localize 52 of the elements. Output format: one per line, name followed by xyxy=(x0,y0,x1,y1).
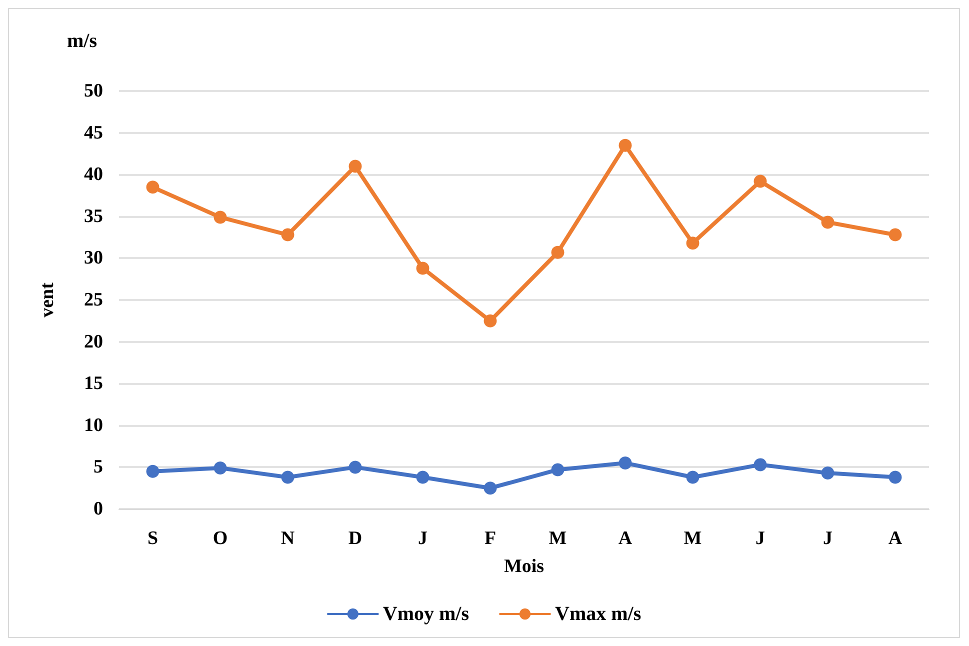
x-tick-label: O xyxy=(212,528,228,549)
point xyxy=(888,470,902,484)
x-axis-title: Mois xyxy=(504,556,544,577)
point xyxy=(484,314,497,328)
point xyxy=(888,228,902,242)
point xyxy=(821,466,834,480)
x-tick-label: F xyxy=(484,528,496,549)
point xyxy=(484,482,497,495)
y-tick-label: 0 xyxy=(94,498,103,520)
legend-label: Vmax m/s xyxy=(555,603,642,625)
point xyxy=(146,180,160,194)
x-tick-label: A xyxy=(618,528,632,549)
point xyxy=(416,262,430,275)
x-tick-label: J xyxy=(823,528,832,549)
point xyxy=(146,464,160,478)
point xyxy=(214,210,227,224)
y-tick-label: 10 xyxy=(84,414,103,436)
text: m/s xyxy=(67,30,98,52)
x-tick-label: A xyxy=(888,528,902,549)
point xyxy=(754,458,767,472)
point xyxy=(618,456,632,470)
y-axis-title: vent xyxy=(37,282,58,318)
point xyxy=(551,246,564,259)
y-tick-label: 25 xyxy=(84,290,103,310)
x-tick-label: J xyxy=(418,528,428,549)
x-tick-label: S xyxy=(147,528,158,549)
x-tick-label: N xyxy=(280,528,295,549)
point xyxy=(821,216,834,229)
point xyxy=(551,463,564,476)
x-tick-label: J xyxy=(756,528,765,549)
x-tick-label: D xyxy=(348,528,362,549)
x-tick-label: M xyxy=(684,528,702,549)
point xyxy=(686,470,700,484)
point xyxy=(416,470,430,484)
legend-label: Vmoy m/s xyxy=(382,603,470,625)
point xyxy=(214,462,227,475)
y-tick-label: 20 xyxy=(84,331,103,352)
y-tick-label: 30 xyxy=(84,248,103,269)
point xyxy=(348,460,362,474)
x-tick-label: M xyxy=(548,528,567,549)
point xyxy=(686,236,700,250)
point xyxy=(348,160,362,173)
y-tick-label: 45 xyxy=(84,122,103,144)
point xyxy=(281,470,294,484)
y-tick-label: 15 xyxy=(84,373,103,394)
point xyxy=(618,138,632,152)
y-tick-label: 5 xyxy=(94,456,103,478)
y-tick-label: 40 xyxy=(84,164,103,186)
point xyxy=(281,228,294,242)
y-tick-label: 35 xyxy=(84,206,103,227)
point xyxy=(754,174,767,188)
y-tick-label: 50 xyxy=(84,80,103,102)
